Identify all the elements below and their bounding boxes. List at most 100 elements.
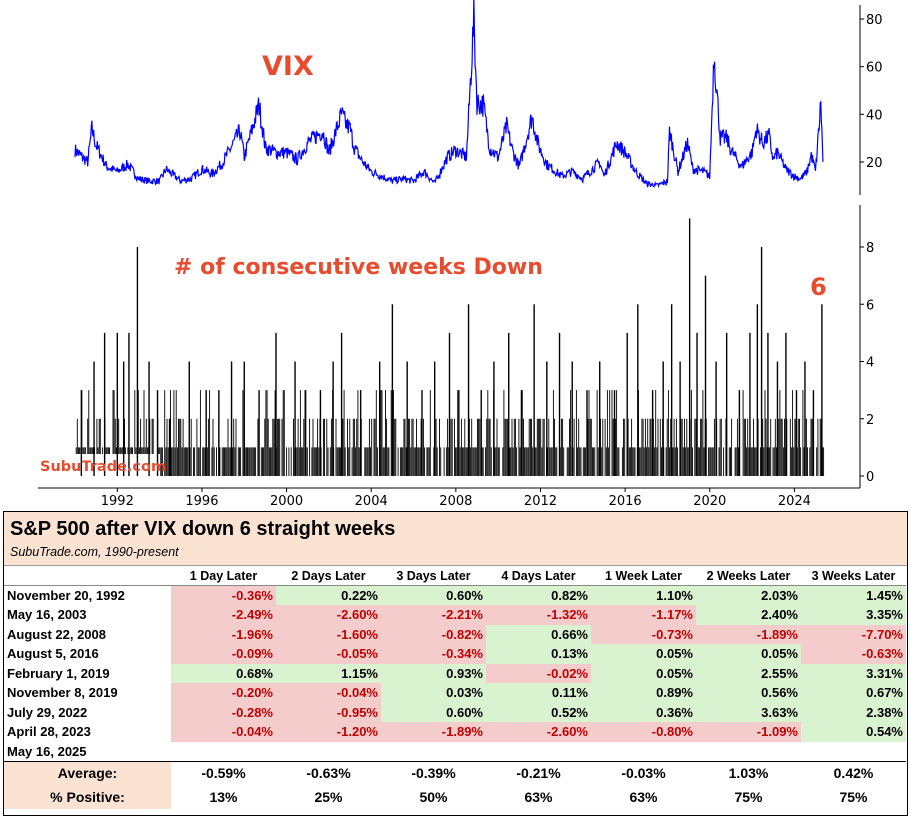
- percent-positive-row-value: 63%: [629, 789, 658, 805]
- percent-positive-row: % Positive: 13% 25% 50% 63% 63% 75% 75%: [4, 785, 906, 809]
- return-cell: 0.36%: [591, 702, 696, 722]
- return-cell: -0.02%: [486, 663, 591, 683]
- return-cell: 0.56%: [696, 683, 801, 703]
- return-cell: -2.21%: [381, 605, 486, 625]
- return-cell: -0.73%: [591, 624, 696, 644]
- weeks-y-axis: 0 2 4 6 8: [860, 241, 874, 485]
- percent-positive-row-value: 50%: [419, 789, 448, 805]
- return-cell: -1.96%: [171, 624, 276, 644]
- average-row-value: -0.59%: [171, 760, 276, 785]
- return-cell: [486, 742, 591, 762]
- row-date: August 5, 2016: [7, 646, 99, 662]
- return-cell: -0.04%: [276, 683, 381, 703]
- vix-y-tick-label: 80: [866, 13, 883, 28]
- return-cell: -0.09%: [171, 644, 276, 664]
- return-cell: 0.54%: [801, 722, 906, 742]
- column-header: 1 Day Later: [171, 566, 276, 586]
- column-header-date: [4, 566, 171, 586]
- weeks-y-tick-label: 0: [866, 470, 874, 485]
- current-value-label: 6: [810, 273, 827, 301]
- average-row-value: 0.42%: [801, 760, 906, 785]
- weeks-y-tick-label: 4: [866, 356, 874, 371]
- return-cell: 0.03%: [381, 683, 486, 703]
- return-cell: 0.22%: [276, 585, 381, 605]
- return-cell: -1.20%: [276, 722, 381, 742]
- return-cell: 0.67%: [801, 683, 906, 703]
- charts-area: 20 40 60 80 VIX 0 2 4 6 8 1992 1996 2000 2004 2008 2…: [38, 0, 883, 509]
- table-row: November 20, 1992 -0.36% 0.22% 0.60% 0.82% 1.…: [4, 585, 906, 605]
- row-date: February 1, 2019: [7, 665, 110, 681]
- return-cell: -0.80%: [591, 722, 696, 742]
- row-date: November 8, 2019: [7, 685, 118, 701]
- percent-positive-row-label: % Positive:: [4, 785, 171, 809]
- row-date: May 16, 2025: [7, 743, 87, 759]
- return-cell: 0.68%: [171, 663, 276, 683]
- row-date: May 16, 2003: [7, 607, 87, 623]
- return-cell: 0.13%: [486, 644, 591, 664]
- row-date: August 22, 2008: [7, 626, 106, 642]
- percent-positive-row-value: 63%: [524, 789, 553, 805]
- average-row: Average: -0.59% -0.63% -0.39% -0.21% -0.03% 1.…: [4, 760, 906, 785]
- x-tick-label: 2016: [609, 494, 642, 509]
- average-row-value: -0.63%: [276, 760, 381, 785]
- x-tick-label: 2020: [693, 494, 726, 509]
- column-header: 1 Week Later: [591, 566, 696, 586]
- column-header: 2 Weeks Later: [696, 566, 801, 586]
- return-cell: 2.03%: [696, 585, 801, 605]
- return-cell: [591, 742, 696, 762]
- vix-y-tick-label: 40: [866, 108, 883, 123]
- return-cell: 0.52%: [486, 702, 591, 722]
- return-cell: 0.60%: [381, 702, 486, 722]
- return-cell: [696, 742, 801, 762]
- x-tick-label: 2024: [778, 494, 811, 509]
- x-tick-label: 2012: [524, 494, 557, 509]
- table-row: May 16, 2003 -2.49% -2.60% -2.21% -1.32% -1.1…: [4, 605, 906, 625]
- table-header: S&P 500 after VIX down 6 straight weeks …: [4, 512, 907, 566]
- percent-positive-row-value: 25%: [314, 789, 343, 805]
- percent-positive-row-value: 75%: [839, 789, 868, 805]
- table-title: S&P 500 after VIX down 6 straight weeks: [10, 518, 396, 540]
- return-cell: 3.35%: [801, 605, 906, 625]
- return-cell: -2.49%: [171, 605, 276, 625]
- results-table: 1 Day Later 2 Days Later 3 Days Later 4 Day…: [4, 566, 906, 809]
- return-cell: -1.17%: [591, 605, 696, 625]
- vix-title: VIX: [262, 51, 314, 82]
- return-cell: -1.32%: [486, 605, 591, 625]
- average-row-value: -0.21%: [486, 760, 591, 785]
- return-cell: -0.63%: [801, 644, 906, 664]
- return-cell: -0.95%: [276, 702, 381, 722]
- table-row: November 8, 2019 -0.20% -0.04% 0.03% 0.11% 0.…: [4, 683, 906, 703]
- return-cell: 2.40%: [696, 605, 801, 625]
- return-cell: 0.11%: [486, 683, 591, 703]
- column-header: 2 Days Later: [276, 566, 381, 586]
- vix-panel: 20 40 60 80 VIX: [74, 0, 883, 195]
- x-tick-label: 2004: [355, 494, 388, 509]
- return-cell: -0.05%: [276, 644, 381, 664]
- return-cell: -1.89%: [381, 722, 486, 742]
- weeks-down-bars: [38, 218, 825, 477]
- return-cell: -2.60%: [276, 605, 381, 625]
- row-date: July 29, 2022: [7, 704, 88, 720]
- table-row: August 22, 2008 -1.96% -1.60% -0.82% 0.66% -0…: [4, 624, 906, 644]
- weeks-y-tick-label: 8: [866, 241, 874, 256]
- return-cell: [381, 742, 486, 762]
- average-row-value: 1.03%: [696, 760, 801, 785]
- return-cell: 2.38%: [801, 702, 906, 722]
- weeks-down-panel: 0 2 4 6 8 1992 1996 2000 2004 2008 2012 2016 2020 20…: [38, 205, 874, 509]
- return-cell: -0.36%: [171, 585, 276, 605]
- return-cell: 0.66%: [486, 624, 591, 644]
- row-date: April 28, 2023: [7, 724, 91, 740]
- return-cell: 3.63%: [696, 702, 801, 722]
- vix-y-axis: 20 40 60 80: [860, 13, 883, 171]
- return-cell: -0.28%: [171, 702, 276, 722]
- column-header: 3 Days Later: [381, 566, 486, 586]
- average-row-value: -0.39%: [381, 760, 486, 785]
- return-cell: -0.82%: [381, 624, 486, 644]
- table-row: August 5, 2016 -0.09% -0.05% -0.34% 0.13% 0.0…: [4, 644, 906, 664]
- return-cell: -2.60%: [486, 722, 591, 742]
- return-cell: 0.82%: [486, 585, 591, 605]
- x-tick-label: 2000: [270, 494, 303, 509]
- results-table-panel: S&P 500 after VIX down 6 straight weeks …: [3, 511, 908, 816]
- weeks-title: # of consecutive weeks Down: [174, 255, 543, 280]
- x-tick-label: 2008: [439, 494, 472, 509]
